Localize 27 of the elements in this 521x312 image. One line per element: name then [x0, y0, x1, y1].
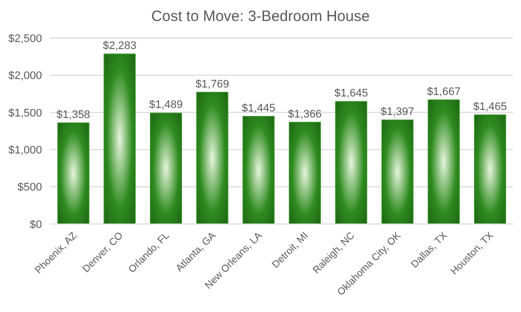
- bar: [57, 122, 90, 224]
- bar: [104, 54, 136, 224]
- bar: [242, 116, 275, 224]
- y-tick-label: $2,500: [8, 32, 42, 45]
- bar: [335, 101, 368, 224]
- data-label: $1,366: [288, 108, 322, 120]
- data-label: $1,489: [149, 99, 183, 112]
- bar: [150, 112, 182, 224]
- bar: [428, 99, 460, 224]
- data-label: $2,283: [102, 40, 136, 52]
- y-tick-label: $1,500: [8, 107, 42, 120]
- data-label: $1,397: [380, 106, 414, 118]
- chart-title: Cost to Move: 3-Bedroom House: [150, 8, 371, 25]
- bar: [288, 122, 321, 224]
- data-label: $1,645: [334, 88, 368, 100]
- y-tick-label: $2,000: [8, 70, 42, 82]
- y-tick-label: $1,000: [8, 144, 42, 157]
- y-tick-label: $500: [18, 182, 42, 194]
- data-label: $1,465: [473, 101, 507, 114]
- data-label: $1,358: [56, 108, 90, 121]
- bar: [381, 120, 414, 224]
- bar: [474, 114, 506, 224]
- y-tick-label: $0: [30, 218, 42, 231]
- bar: [196, 92, 228, 224]
- data-label: $1,667: [426, 86, 461, 98]
- data-label: $1,769: [195, 78, 230, 90]
- data-label: $1,445: [242, 102, 276, 114]
